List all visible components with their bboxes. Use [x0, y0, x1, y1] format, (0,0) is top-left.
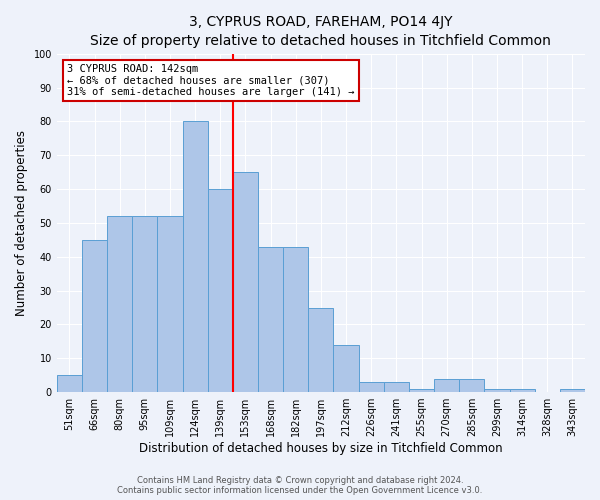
X-axis label: Distribution of detached houses by size in Titchfield Common: Distribution of detached houses by size …: [139, 442, 503, 455]
Bar: [560, 388, 585, 392]
Bar: [308, 308, 334, 392]
Bar: [484, 388, 509, 392]
Bar: [182, 122, 208, 392]
Bar: [208, 189, 233, 392]
Bar: [258, 246, 283, 392]
Bar: [459, 378, 484, 392]
Bar: [107, 216, 132, 392]
Bar: [359, 382, 384, 392]
Text: 3 CYPRUS ROAD: 142sqm
← 68% of detached houses are smaller (307)
31% of semi-det: 3 CYPRUS ROAD: 142sqm ← 68% of detached …: [67, 64, 355, 97]
Bar: [509, 388, 535, 392]
Bar: [434, 378, 459, 392]
Bar: [334, 344, 359, 392]
Bar: [157, 216, 182, 392]
Text: Contains HM Land Registry data © Crown copyright and database right 2024.
Contai: Contains HM Land Registry data © Crown c…: [118, 476, 482, 495]
Bar: [57, 375, 82, 392]
Bar: [132, 216, 157, 392]
Bar: [82, 240, 107, 392]
Title: 3, CYPRUS ROAD, FAREHAM, PO14 4JY
Size of property relative to detached houses i: 3, CYPRUS ROAD, FAREHAM, PO14 4JY Size o…: [91, 15, 551, 48]
Y-axis label: Number of detached properties: Number of detached properties: [15, 130, 28, 316]
Bar: [283, 246, 308, 392]
Bar: [409, 388, 434, 392]
Bar: [233, 172, 258, 392]
Bar: [384, 382, 409, 392]
